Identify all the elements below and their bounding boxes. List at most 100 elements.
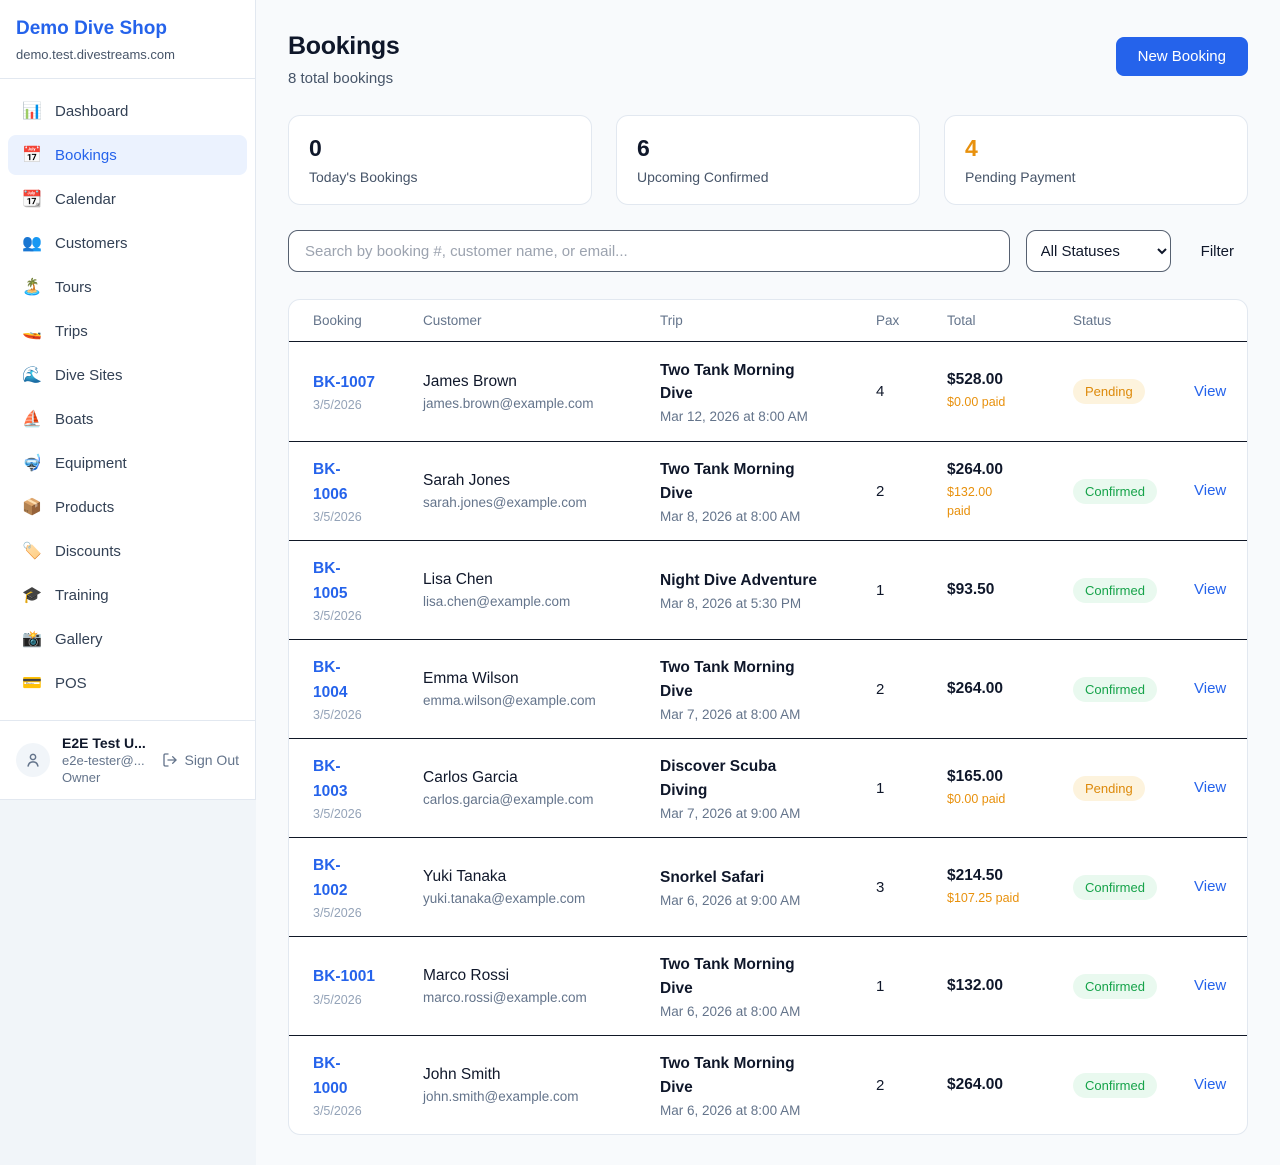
paid-amount: $0.00 paid <box>947 791 1006 806</box>
user-email: e2e-tester@... <box>62 753 145 768</box>
customer-name: Carlos Garcia <box>423 769 518 786</box>
trip-name: Two Tank Morning Dive <box>660 956 795 997</box>
trip-cell: Two Tank Morning Dive Mar 12, 2026 at 8:0… <box>660 359 876 425</box>
booking-date: 3/5/2026 <box>313 1103 362 1118</box>
sidebar-item-dashboard[interactable]: 📊 Dashboard <box>8 91 247 131</box>
sidebar-item-tours[interactable]: 🏝️ Tours <box>8 267 247 307</box>
trip-datetime: Mar 7, 2026 at 9:00 AM <box>660 805 801 821</box>
customer-email: james.brown@example.com <box>423 395 594 411</box>
sidebar-item-label: Discounts <box>55 542 121 560</box>
stat-label: Upcoming Confirmed <box>637 169 769 185</box>
tear-off-calendar-icon: 📆 <box>22 191 42 208</box>
search-input[interactable] <box>288 230 1010 272</box>
island-icon: 🏝️ <box>22 279 42 296</box>
customer-cell: Lisa Chen lisa.chen@example.com <box>423 571 660 609</box>
booking-cell: BK- 1000 3/5/2026 <box>313 1052 423 1117</box>
customer-email: lisa.chen@example.com <box>423 594 571 609</box>
pax-count: 2 <box>876 1076 885 1094</box>
table-header-row: Booking Customer Trip Pax Total Status <box>289 300 1247 342</box>
total-cell: $264.00 $132.00 paid <box>947 461 1073 521</box>
view-link[interactable]: View <box>1194 1076 1227 1093</box>
sidebar-item-label: Trips <box>55 322 88 340</box>
view-link[interactable]: View <box>1194 680 1227 697</box>
view-link[interactable]: View <box>1194 977 1227 994</box>
diving-mask-icon: 🤿 <box>22 455 42 472</box>
people-icon: 👥 <box>22 235 42 252</box>
customer-name: James Brown <box>423 372 517 390</box>
sidebar-item-trips[interactable]: 🚤 Trips <box>8 311 247 351</box>
trip-cell: Two Tank Morning Dive Mar 7, 2026 at 8:00… <box>660 656 876 722</box>
customer-cell: Carlos Garcia carlos.garcia@example.com <box>423 769 660 807</box>
status-badge: Confirmed <box>1073 874 1157 900</box>
customer-name: Emma Wilson <box>423 670 519 687</box>
trip-cell: Two Tank Morning Dive Mar 8, 2026 at 8:00… <box>660 458 876 524</box>
total-cell: $214.50 $107.25 paid <box>947 867 1073 908</box>
trip-datetime: Mar 12, 2026 at 8:00 AM <box>660 409 808 425</box>
sidebar-item-products[interactable]: 📦 Products <box>8 487 247 527</box>
stats-row: 0 Today's Bookings 6 Upcoming Confirmed … <box>288 115 1248 205</box>
customer-cell: John Smith john.smith@example.com <box>423 1066 660 1104</box>
view-link[interactable]: View <box>1194 779 1227 796</box>
log-out-icon <box>162 753 177 767</box>
booking-date: 3/5/2026 <box>313 992 362 1007</box>
booking-id-link[interactable]: BK- 1006 <box>313 461 348 503</box>
status-cell: Confirmed <box>1073 1072 1194 1098</box>
sidebar-item-gallery[interactable]: 📸 Gallery <box>8 619 247 659</box>
calendar-icon: 📅 <box>22 147 42 164</box>
customer-name: Sarah Jones <box>423 472 511 489</box>
sidebar-item-pos[interactable]: 💳 POS <box>8 663 247 703</box>
customer-name: Lisa Chen <box>423 571 493 588</box>
table-row: BK- 1003 3/5/2026 Carlos Garcia carlos.garc… <box>289 738 1247 837</box>
avatar <box>16 743 50 777</box>
sidebar-item-label: Boats <box>55 410 94 428</box>
booking-id-link[interactable]: BK-1001 <box>313 968 376 986</box>
camera-icon: 📸 <box>22 631 42 648</box>
total-cell: $528.00 $0.00 paid <box>947 371 1073 412</box>
sidebar-item-equipment[interactable]: 🤿 Equipment <box>8 443 247 483</box>
total-amount: $528.00 <box>947 371 1004 389</box>
status-badge: Confirmed <box>1073 478 1157 504</box>
trip-datetime: Mar 6, 2026 at 8:00 AM <box>660 1003 801 1019</box>
filter-button[interactable]: Filter <box>1187 243 1248 260</box>
actions-cell: View <box>1194 383 1226 401</box>
total-amount: $264.00 <box>947 680 1004 697</box>
sidebar-item-discounts[interactable]: 🏷️ Discounts <box>8 531 247 571</box>
view-link[interactable]: View <box>1194 482 1227 499</box>
sidebar-item-label: Dive Sites <box>55 366 123 384</box>
booking-id-link[interactable]: BK- 1000 <box>313 1055 348 1097</box>
sidebar-item-calendar[interactable]: 📆 Calendar <box>8 179 247 219</box>
customer-name: Marco Rossi <box>423 967 510 984</box>
speedboat-icon: 🚤 <box>22 323 42 340</box>
view-link[interactable]: View <box>1194 878 1227 895</box>
booking-cell: BK- 1002 3/5/2026 <box>313 854 423 919</box>
sidebar-item-boats[interactable]: ⛵ Boats <box>8 399 247 439</box>
booking-cell: BK- 1003 3/5/2026 <box>313 755 423 820</box>
sidebar-item-label: Equipment <box>55 454 127 472</box>
table-row: BK- 1000 3/5/2026 John Smith john.smith@exa… <box>289 1035 1247 1134</box>
sidebar-item-label: Customers <box>55 234 128 252</box>
sidebar-item-customers[interactable]: 👥 Customers <box>8 223 247 263</box>
customer-email: emma.wilson@example.com <box>423 693 596 708</box>
booking-id-link[interactable]: BK- 1004 <box>313 659 348 701</box>
view-link[interactable]: View <box>1194 581 1227 598</box>
new-booking-button[interactable]: New Booking <box>1115 37 1248 76</box>
status-select[interactable]: All Statuses <box>1025 230 1171 272</box>
status-badge: Confirmed <box>1073 676 1157 702</box>
view-link[interactable]: View <box>1194 382 1227 400</box>
total-amount: $165.00 <box>947 767 1004 785</box>
shop-header: Demo Dive Shop demo.test.divestreams.com <box>0 0 255 79</box>
user-icon <box>27 753 39 767</box>
booking-id-link[interactable]: BK- 1002 <box>313 857 348 899</box>
booking-date: 3/5/2026 <box>313 509 362 524</box>
filter-row: All Statuses Filter <box>288 230 1248 272</box>
total-amount: $132.00 <box>947 977 1004 994</box>
sidebar-item-bookings[interactable]: 📅 Bookings <box>8 135 247 175</box>
sidebar-item-training[interactable]: 🎓 Training <box>8 575 247 615</box>
trip-cell: Night Dive Adventure Mar 8, 2026 at 5:30 … <box>660 569 876 611</box>
booking-id-link[interactable]: BK- 1005 <box>313 560 348 602</box>
sidebar-item-label: Calendar <box>55 190 116 208</box>
sign-out-button[interactable]: Sign Out <box>162 752 239 768</box>
booking-id-link[interactable]: BK- 1003 <box>313 758 348 800</box>
booking-id-link[interactable]: BK-1007 <box>313 373 376 391</box>
sidebar-item-dive-sites[interactable]: 🌊 Dive Sites <box>8 355 247 395</box>
